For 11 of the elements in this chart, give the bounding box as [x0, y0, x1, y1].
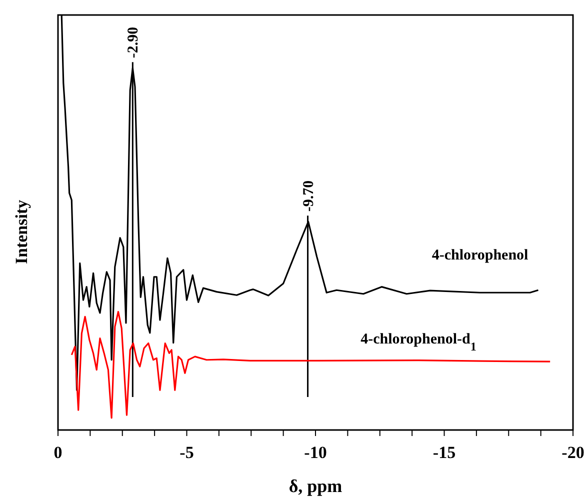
x-tick-label: -20 — [562, 443, 584, 462]
series-label: 4-chlorophenol-d$_{1}$ — [360, 331, 476, 354]
ref-line-label: -2.90 — [126, 26, 142, 58]
x-axis-title: δ, ppm — [288, 476, 342, 496]
x-tick-label: -5 — [180, 443, 194, 462]
x-tick-label: -15 — [432, 443, 456, 462]
series-label: 4-chlorophenol — [432, 248, 528, 264]
ref-line-label: -9.70 — [300, 180, 317, 212]
y-axis-title: Intensity — [12, 200, 32, 264]
x-tick-label: -10 — [304, 443, 327, 462]
x-tick-label: 0 — [54, 443, 62, 462]
